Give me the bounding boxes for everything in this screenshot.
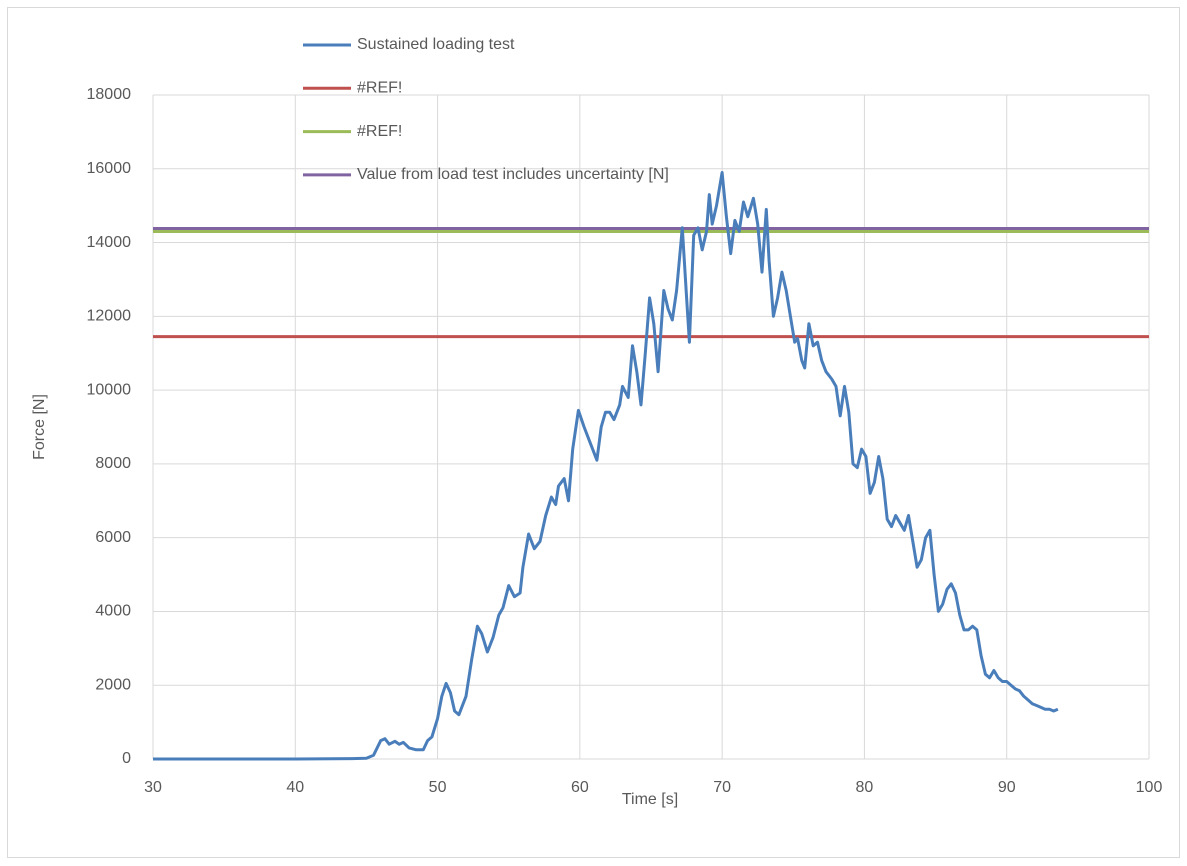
chart-border [7, 7, 1180, 858]
legend-label: #REF! [357, 80, 402, 97]
x-tick-label: 60 [571, 779, 589, 796]
legend-label: Sustained loading test [357, 36, 515, 53]
y-axis-label: Force [N] [31, 394, 48, 460]
y-tick-label: 0 [122, 750, 131, 767]
legend-label: Value from load test includes uncertaint… [357, 166, 669, 183]
x-tick-label: 100 [1136, 779, 1163, 796]
x-axis-label: Time [s] [622, 791, 678, 808]
x-tick-label: 80 [856, 779, 874, 796]
x-tick-label: 70 [713, 779, 731, 796]
y-tick-label: 14000 [87, 234, 132, 251]
y-tick-label: 8000 [95, 455, 131, 472]
y-tick-label: 4000 [95, 603, 131, 620]
x-tick-label: 50 [429, 779, 447, 796]
x-tick-label: 90 [998, 779, 1016, 796]
y-tick-label: 12000 [87, 308, 132, 325]
y-tick-label: 10000 [87, 381, 132, 398]
y-tick-label: 6000 [95, 529, 131, 546]
y-tick-label: 16000 [87, 160, 132, 177]
x-tick-label: 30 [144, 779, 162, 796]
y-tick-label: 2000 [95, 676, 131, 693]
series-line [153, 171, 1059, 761]
x-tick-label: 40 [286, 779, 304, 796]
y-tick-label: 18000 [87, 86, 132, 103]
legend-label: #REF! [357, 123, 402, 140]
